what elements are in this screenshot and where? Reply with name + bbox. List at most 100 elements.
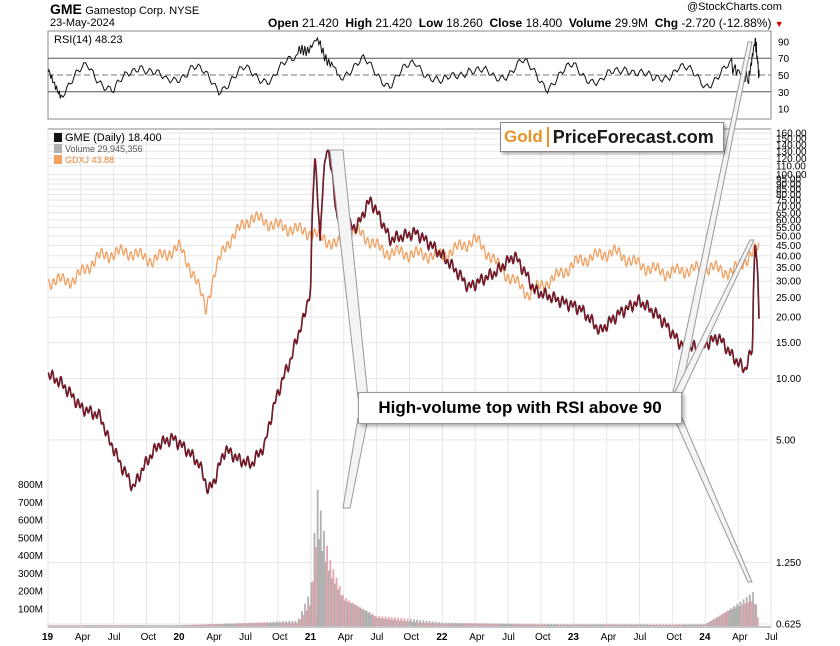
- volume-bar: [362, 608, 365, 626]
- rsi-tick-label: 50: [778, 71, 790, 82]
- volume-bar: [244, 622, 246, 626]
- volume-bar: [666, 624, 669, 626]
- volume-bar: [200, 624, 202, 626]
- volume-bar: [304, 603, 306, 626]
- volume-bar: [288, 621, 291, 626]
- volume-bar: [250, 622, 253, 626]
- volume-bar: [231, 623, 234, 626]
- volume-bar: [736, 603, 739, 626]
- volume-bar: [269, 621, 272, 626]
- volume-bar: [569, 624, 571, 626]
- volume-bar: [501, 623, 504, 626]
- volume-bar: [364, 610, 366, 626]
- volume-bar: [715, 617, 718, 626]
- volume-bar: [731, 608, 734, 626]
- volume-bar: [741, 604, 743, 626]
- volume-bar: [654, 624, 657, 626]
- volume-bar: [474, 623, 477, 626]
- volume-bar: [671, 624, 674, 626]
- price-tick-label: 65.00: [776, 208, 801, 219]
- volume-bar: [629, 624, 631, 626]
- volume-bar: [457, 622, 459, 626]
- volume-bar: [581, 624, 584, 626]
- volume-bar: [662, 624, 665, 626]
- volume-bar: [283, 622, 286, 626]
- time-tick-label: Jul: [239, 632, 252, 643]
- volume-bar: [310, 582, 313, 626]
- volume-bar: [562, 624, 565, 626]
- volume-bar: [670, 624, 672, 626]
- volume-bar: [261, 623, 264, 626]
- volume-bar: [636, 624, 639, 626]
- volume-bar: [424, 622, 426, 626]
- rsi-axis: 90 70 50 30 10: [778, 37, 790, 115]
- volume-bar: [163, 625, 166, 626]
- open-label: Open: [268, 16, 299, 30]
- rsi-legend: RSI(14) 48.23: [54, 34, 122, 46]
- volume-bar: [78, 625, 81, 626]
- time-tick-label: 20: [173, 632, 185, 643]
- volume-bar: [523, 624, 526, 626]
- logo-priceforecast-text: PriceForecast.com: [552, 126, 714, 147]
- price-tick-label: 85.00: [776, 185, 801, 196]
- chg-value: -2.720 (-12.88%): [681, 16, 772, 30]
- volume-bar: [130, 625, 133, 626]
- volume-bar: [737, 605, 740, 626]
- volume-bar: [129, 625, 131, 626]
- chart-title: GME Gamestop Corp. NYSE: [50, 1, 199, 17]
- volume-bar: [725, 612, 728, 626]
- volume-bar: [114, 625, 117, 626]
- volume-bar: [329, 560, 332, 626]
- volume-bar: [113, 625, 116, 626]
- volume-bar: [201, 624, 204, 626]
- time-tick-label: Oct: [272, 632, 288, 643]
- volume-bar: [296, 623, 299, 626]
- volume-bar: [438, 622, 441, 626]
- volume-bar: [690, 624, 693, 626]
- volume-bar: [460, 622, 463, 626]
- volume-bar: [420, 622, 423, 626]
- volume-bar: [543, 623, 546, 626]
- volume-bar: [591, 624, 594, 626]
- volume-bar: [84, 625, 87, 626]
- volume-bar: [111, 625, 114, 626]
- volume-bar: [135, 625, 138, 626]
- volume-tick-label: 100M: [18, 604, 43, 615]
- volume-bar: [335, 577, 338, 626]
- price-tick-label: 10.00: [776, 374, 801, 385]
- volume-bar: [305, 610, 308, 626]
- volume-bar: [665, 624, 668, 626]
- volume-bar: [425, 620, 428, 626]
- volume-bar: [720, 614, 723, 626]
- volume-bar: [282, 621, 284, 626]
- volume-bar: [367, 612, 370, 626]
- volume-bar: [330, 578, 333, 626]
- volume-bar: [138, 625, 141, 626]
- volume-bar: [433, 623, 436, 626]
- volume-bar: [162, 625, 164, 626]
- volume-bar: [61, 625, 63, 626]
- volume-bar: [554, 624, 557, 626]
- volume-bar: [528, 623, 530, 626]
- volume-bar: [595, 624, 598, 626]
- volume-bar: [619, 624, 622, 626]
- volume-bar: [125, 625, 128, 626]
- volume-bar: [334, 583, 336, 626]
- volume-bar: [356, 605, 358, 626]
- volume-bar: [222, 623, 224, 626]
- volume-bar: [494, 623, 497, 626]
- gme-legend: GME (Daily) 18.400: [65, 132, 162, 144]
- volume-bar: [611, 624, 614, 626]
- price-tick-label: 95.00: [776, 175, 801, 186]
- price-tick-label: 60.00: [776, 215, 801, 226]
- volume-bar: [116, 625, 119, 626]
- price-tick-label: 15.00: [776, 338, 801, 349]
- volume-bar: [739, 601, 742, 626]
- volume-bar: [627, 624, 630, 626]
- volume-bar: [190, 625, 193, 626]
- volume-bar: [245, 623, 248, 626]
- volume-bar: [218, 624, 221, 626]
- rsi-tick-label: 10: [778, 105, 790, 116]
- time-tick-label: Oct: [141, 632, 157, 643]
- close-value: 18.400: [525, 16, 563, 30]
